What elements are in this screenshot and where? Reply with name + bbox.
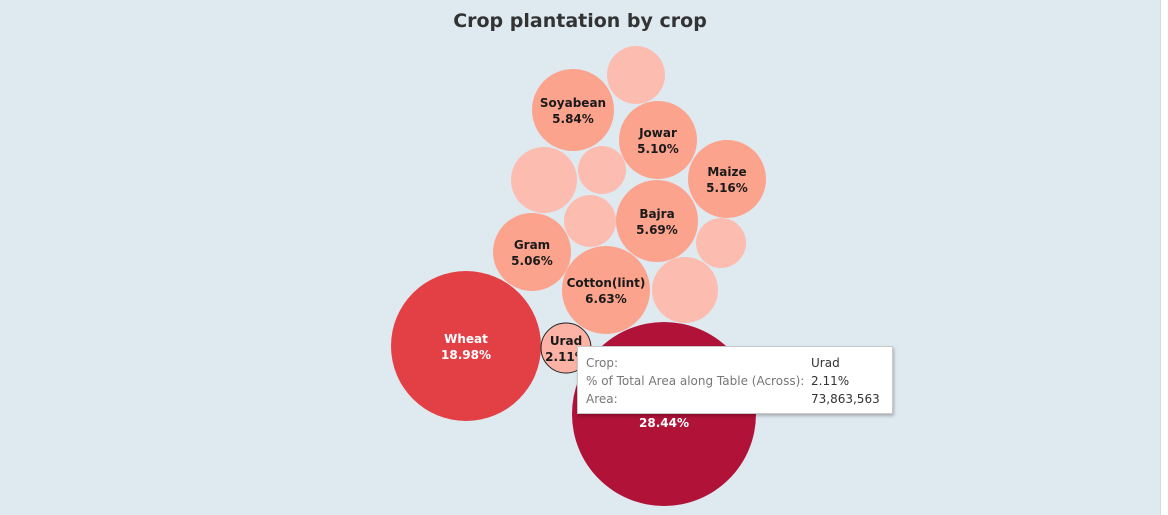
bubble-unlabeled[interactable] bbox=[607, 46, 665, 104]
tooltip-value: 2.11% bbox=[811, 374, 850, 388]
bubble-maize[interactable] bbox=[688, 140, 766, 218]
bubble-unlabeled[interactable] bbox=[652, 257, 718, 323]
bubble-value-maize: 5.16% bbox=[706, 181, 748, 195]
tooltip-row-area: Area: 73,863,563 bbox=[586, 390, 884, 408]
bubble-soyabean[interactable] bbox=[532, 69, 614, 151]
bubble-cotton-lint[interactable] bbox=[562, 246, 650, 334]
bubble-bajra[interactable] bbox=[616, 180, 698, 262]
bubble-label-wheat: Wheat bbox=[444, 332, 488, 346]
bubble-label-maize: Maize bbox=[707, 165, 746, 179]
bubble-label-bajra: Bajra bbox=[639, 207, 674, 221]
bubble-unlabeled[interactable] bbox=[696, 218, 746, 268]
bubble-jowar[interactable] bbox=[619, 101, 697, 179]
tooltip-key: % of Total Area along Table (Across): bbox=[586, 374, 805, 388]
bubble-label-soyabean: Soyabean bbox=[540, 96, 606, 110]
tooltip-value: 73,863,563 bbox=[811, 392, 880, 406]
chart-title: Crop plantation by crop bbox=[453, 10, 707, 32]
tooltip-row-crop: Crop: Urad bbox=[586, 354, 884, 372]
bubble-value-gram: 5.06% bbox=[511, 254, 553, 268]
bubble-value-urad: 2.11% bbox=[545, 350, 587, 364]
bubble-label-gram: Gram bbox=[514, 238, 550, 252]
tooltip: Crop: Urad % of Total Area along Table (… bbox=[577, 346, 893, 414]
bubble-label-cotton-lint: Cotton(lint) bbox=[567, 276, 646, 290]
bubble-label-urad: Urad bbox=[550, 334, 582, 348]
bubble-wheat[interactable] bbox=[391, 271, 541, 421]
bubble-gram[interactable] bbox=[493, 213, 571, 291]
tooltip-row-percent: % of Total Area along Table (Across): 2.… bbox=[586, 372, 884, 390]
tooltip-key: Crop: bbox=[586, 356, 619, 370]
bubble-unlabeled[interactable] bbox=[578, 146, 626, 194]
bubble-label-jowar: Jowar bbox=[638, 126, 677, 140]
bubble-value-jowar: 5.10% bbox=[637, 142, 679, 156]
bubble-value-soyabean: 5.84% bbox=[552, 112, 594, 126]
bubble-value-unlabeled: 28.44% bbox=[639, 416, 689, 430]
bubble-unlabeled[interactable] bbox=[511, 147, 577, 213]
bubble-unlabeled[interactable] bbox=[564, 195, 616, 247]
bubble-value-cotton-lint: 6.63% bbox=[585, 292, 627, 306]
tooltip-value: Urad bbox=[811, 356, 840, 370]
tooltip-key: Area: bbox=[586, 392, 618, 406]
scrollbar-edge bbox=[1160, 0, 1168, 515]
bubble-value-wheat: 18.98% bbox=[441, 348, 491, 362]
bubble-value-bajra: 5.69% bbox=[636, 223, 678, 237]
